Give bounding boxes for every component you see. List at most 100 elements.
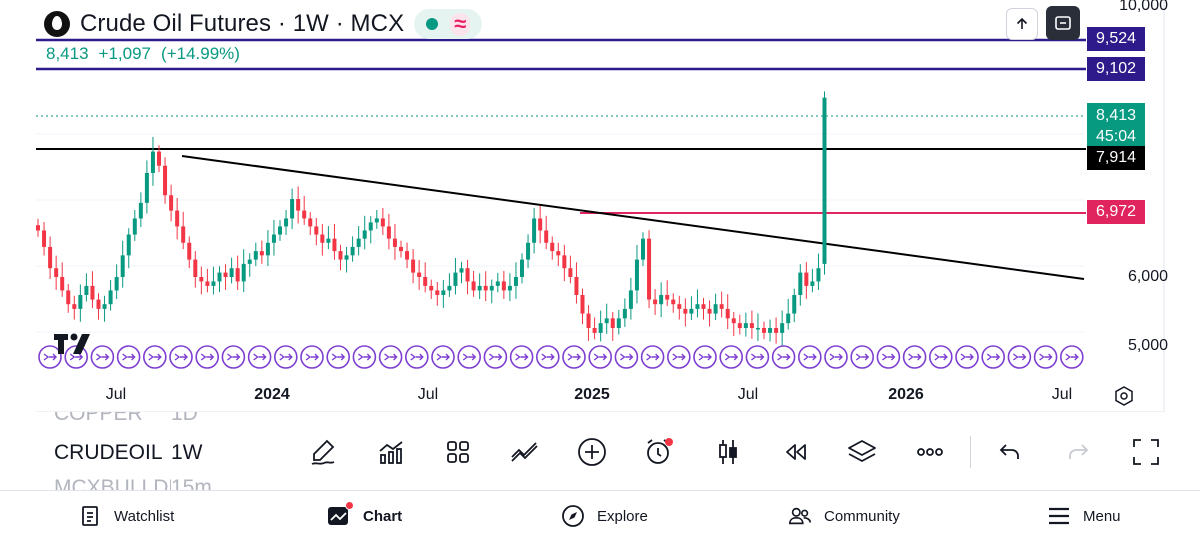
candle-body — [477, 285, 482, 291]
candle-body — [822, 97, 827, 264]
candle-body — [683, 308, 688, 314]
candle-body — [634, 259, 639, 291]
fullscreen-button[interactable] — [1128, 434, 1164, 470]
notification-dot — [345, 501, 354, 510]
nav-label: Explore — [597, 507, 648, 525]
event-marker-arrow — [384, 353, 398, 361]
last-price-tag-value: 8,413 — [1095, 107, 1137, 124]
last-price-tag[interactable]: 8,413 45:04 — [1087, 103, 1145, 149]
chart-type-button[interactable] — [710, 434, 746, 470]
candle-body — [465, 268, 470, 282]
market-status-pill[interactable]: ≈ — [414, 9, 483, 39]
candle-body — [725, 308, 730, 319]
price-tag-level-1[interactable]: 9,524 — [1087, 27, 1145, 51]
price-summary: 8,413 +1,097 (+14.99%) — [46, 44, 240, 64]
event-marker-arrow — [226, 353, 241, 361]
event-marker-arrow — [331, 353, 346, 361]
symbol-switcher[interactable]: COPPER 1D CRUDEOIL 1W MCXBULLDEX 15m — [54, 412, 294, 490]
symbol-row[interactable]: COPPER 1D — [54, 412, 198, 426]
compare-button[interactable] — [507, 434, 543, 470]
fullscreen-icon — [1133, 439, 1159, 465]
candle-body — [259, 251, 264, 256]
chart-icon — [327, 501, 354, 528]
event-marker-arrow — [1065, 353, 1079, 361]
candle-body — [271, 234, 276, 243]
candle-body — [731, 318, 736, 324]
candle-body — [417, 272, 422, 277]
chart-toolbar: COPPER 1D CRUDEOIL 1W MCXBULLDEX 15m — [0, 412, 1200, 490]
undo-button[interactable] — [992, 434, 1028, 470]
symbol-row[interactable]: MCXBULLDEX 15m — [54, 476, 212, 490]
nav-watchlist[interactable]: Watchlist — [78, 491, 174, 540]
add-button[interactable] — [574, 434, 610, 470]
candle-body — [132, 218, 137, 235]
event-marker-arrow — [724, 353, 739, 361]
price-tag-level-2[interactable]: 9,102 — [1087, 57, 1145, 81]
event-marker-arrow — [541, 353, 555, 361]
chart-area[interactable]: Crude Oil Futures · 1W · MCX ≈ 8,413 +1,… — [0, 0, 1200, 412]
nav-community[interactable]: Community — [788, 491, 900, 540]
event-marker-arrow — [777, 353, 791, 361]
candle-body — [719, 304, 724, 309]
redo-icon — [1069, 444, 1089, 459]
price-tag-breakout[interactable]: 6,972 — [1087, 200, 1145, 224]
candle-body — [743, 323, 748, 328]
event-marker-arrow — [43, 353, 57, 361]
more-button[interactable] — [912, 434, 948, 470]
candle-body — [278, 226, 282, 235]
candle-body — [780, 323, 785, 333]
candle-body — [495, 281, 500, 286]
candle-body — [187, 242, 192, 260]
price-chart[interactable] — [0, 0, 1200, 412]
symbol-row[interactable]: CRUDEOIL 1W — [54, 441, 203, 465]
nav-menu[interactable]: Menu — [1047, 491, 1121, 540]
candle-body — [411, 259, 416, 273]
candle-body — [423, 276, 428, 286]
event-marker-arrow — [619, 353, 634, 361]
nav-explore[interactable]: Explore — [561, 491, 648, 540]
templates-button[interactable] — [440, 434, 476, 470]
candle-body — [163, 165, 168, 196]
nav-chart[interactable]: Chart — [327, 491, 402, 540]
redo-button[interactable] — [1060, 434, 1096, 470]
symbol-interval: 1W — [171, 441, 203, 464]
candle-body — [816, 268, 821, 282]
candle-body — [157, 151, 161, 166]
candle-body — [622, 308, 627, 319]
price-tag-resistance[interactable]: 7,914 — [1087, 146, 1145, 170]
time-axis-label: Jul — [737, 386, 759, 403]
more-icon — [917, 448, 943, 456]
event-marker-arrow — [436, 353, 450, 361]
event-marker-arrow — [698, 353, 712, 361]
event-marker-arrow — [750, 353, 765, 361]
draw-button[interactable] — [305, 434, 341, 470]
draw-pen-icon — [311, 439, 335, 465]
indicators-button[interactable] — [373, 434, 409, 470]
candle-body — [562, 255, 567, 269]
screenshot-button[interactable] — [1046, 6, 1080, 40]
candle-body — [229, 268, 234, 277]
candle-body — [380, 218, 385, 227]
layers-icon — [848, 440, 876, 462]
symbol-title[interactable]: Crude Oil Futures · 1W · MCX — [80, 10, 405, 37]
nav-label: Menu — [1083, 507, 1121, 525]
candle-body — [604, 318, 609, 324]
layers-button[interactable] — [844, 434, 880, 470]
candle-body — [441, 290, 446, 295]
event-marker-arrow — [515, 353, 529, 361]
event-marker-arrow — [122, 353, 136, 361]
symbol-name: CRUDEOIL — [54, 441, 163, 464]
candle-body — [429, 285, 434, 291]
replay-button[interactable] — [777, 434, 813, 470]
candle-body — [54, 268, 59, 277]
candle-body — [169, 195, 174, 211]
chart-settings-button[interactable] — [1110, 382, 1138, 410]
alert-button[interactable] — [641, 434, 677, 470]
event-marker-arrow — [986, 353, 1001, 361]
candle-body — [356, 238, 361, 247]
candle-body — [144, 172, 149, 203]
event-marker-arrow — [305, 353, 319, 361]
scroll-to-top-button[interactable] — [1006, 8, 1038, 40]
candle-body — [265, 242, 270, 256]
candle-body — [326, 238, 331, 243]
